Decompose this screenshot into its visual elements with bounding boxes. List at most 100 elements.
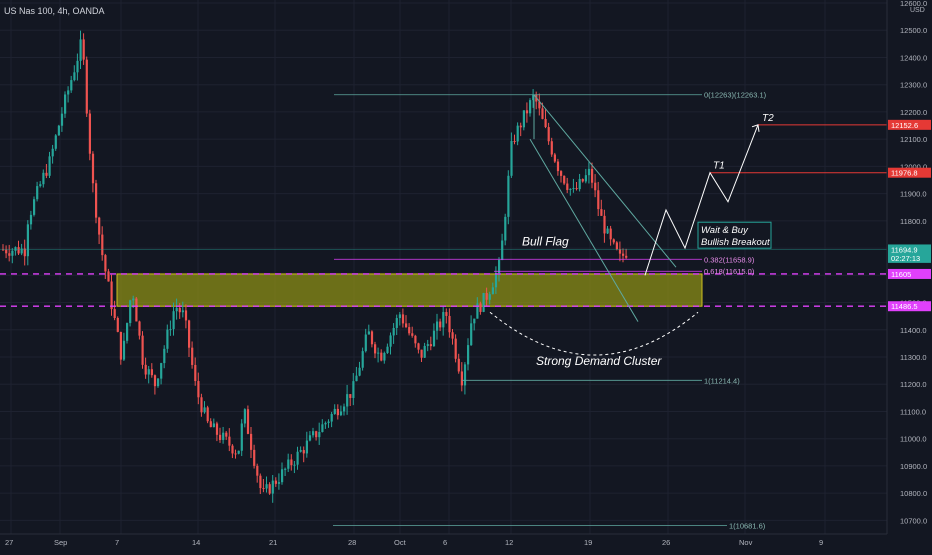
candle-body (491, 287, 494, 295)
candle-body (414, 335, 417, 344)
candle-body (460, 371, 463, 386)
candle-body (538, 101, 541, 109)
candle-body (594, 182, 597, 191)
candle-body (175, 307, 178, 312)
candle-body (191, 347, 194, 365)
y-tick-label: 12000.0 (900, 162, 927, 171)
candle-body (315, 431, 318, 438)
candle-body (386, 346, 389, 353)
candle-body (237, 450, 240, 454)
candle-body (532, 94, 535, 101)
candle-body (209, 421, 212, 428)
candle-body (529, 100, 532, 114)
candle-body (20, 248, 23, 254)
candle-body (113, 309, 116, 318)
candle-body (622, 253, 625, 256)
candle-body (383, 352, 386, 361)
candle-body (153, 375, 157, 387)
candle-body (302, 450, 305, 454)
candle-body (485, 293, 488, 300)
demand-zone (116, 273, 703, 307)
chart-title: US Nas 100, 4h, OANDA (4, 6, 105, 16)
y-tick-label: 11200.0 (900, 380, 927, 389)
candle-body (284, 468, 287, 470)
annotation-text: 0(12263)(12263.1) 0.382(11658.9) 0.618(116… (522, 91, 774, 531)
candle-body (2, 249, 5, 251)
wait-label-line2: Bullish Breakout (701, 237, 770, 248)
candle-body (147, 369, 150, 375)
candle-body (122, 340, 126, 360)
candle-body (429, 344, 432, 347)
y-tick-label: 12500.0 (900, 26, 927, 35)
candle-body (95, 183, 98, 218)
candle-body (259, 475, 262, 489)
candle-body (392, 327, 395, 336)
candle-body (281, 469, 284, 483)
candle-body (8, 253, 11, 256)
candle-body (370, 331, 374, 345)
candle-body (519, 125, 522, 128)
candle-body (544, 118, 547, 128)
candle-body (107, 271, 110, 282)
candle-body (51, 148, 54, 157)
candle-body (454, 338, 457, 359)
candle-body (88, 113, 91, 154)
candle-body (374, 344, 377, 354)
candle-body (569, 188, 572, 190)
candle-body (423, 345, 426, 358)
price-badge (888, 167, 931, 178)
candle-body (126, 323, 129, 341)
candle-body (5, 249, 8, 254)
candle-body (194, 364, 197, 382)
x-tick-label: Nov (739, 538, 753, 547)
candle-body (436, 321, 439, 331)
candle-body (144, 364, 147, 375)
projection-path (644, 124, 759, 276)
y-tick-label: 10800.0 (900, 489, 927, 498)
candle-body (293, 464, 296, 466)
candle-body (541, 108, 544, 119)
candle-body (172, 311, 175, 330)
x-tick-label: Oct (394, 538, 407, 547)
candle-body (448, 315, 451, 333)
candle-body (200, 397, 203, 413)
candle-body (426, 344, 429, 346)
x-tick-label: 19 (584, 538, 592, 547)
candle-body (240, 423, 243, 451)
candle-body (560, 171, 563, 176)
price-badge (888, 268, 931, 279)
candle-body (349, 394, 352, 398)
candle-body (91, 153, 95, 184)
fib-level-label: 0(12263)(12263.1) (704, 91, 767, 100)
candle-body (299, 450, 302, 452)
candle-body (85, 59, 88, 114)
candle-body (312, 431, 315, 436)
price-badge (888, 252, 931, 263)
candle-body (336, 408, 339, 416)
candle-body (591, 168, 594, 183)
bull-flag-label: Bull Flag (522, 234, 569, 248)
x-tick-label: 26 (662, 538, 670, 547)
candle-body (203, 407, 206, 413)
candle-body (467, 345, 470, 365)
candle-body (367, 331, 370, 335)
candle-body (163, 348, 166, 364)
x-tick-label: 7 (115, 538, 119, 547)
candle-body (29, 214, 33, 225)
x-tick-label: 28 (348, 538, 356, 547)
candle-body (553, 154, 556, 162)
candle-body (166, 329, 169, 349)
y-tick-label: 10900.0 (900, 462, 927, 471)
candle-body (268, 484, 271, 494)
candle-body (395, 318, 398, 328)
candle-body (135, 298, 138, 322)
candle-body (36, 186, 39, 200)
candle-body (510, 140, 513, 176)
x-tick-label: 14 (192, 538, 200, 547)
candle-body (482, 293, 485, 312)
y-tick-label: 12300.0 (900, 81, 927, 90)
candle-body (39, 184, 42, 187)
demand-label: Strong Demand Cluster (536, 354, 662, 368)
